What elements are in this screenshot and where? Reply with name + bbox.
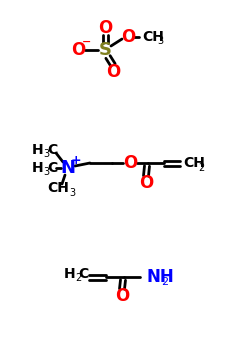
- Text: O: O: [139, 174, 153, 192]
- Text: CH: CH: [183, 156, 205, 170]
- Text: 2: 2: [161, 277, 168, 287]
- Text: O: O: [123, 154, 137, 172]
- Text: 2: 2: [198, 163, 204, 173]
- Text: O: O: [106, 63, 120, 81]
- Text: +: +: [71, 154, 81, 167]
- Text: O: O: [71, 41, 85, 59]
- Text: C: C: [47, 161, 57, 175]
- Text: H: H: [32, 161, 44, 175]
- Text: 3: 3: [43, 167, 49, 177]
- Text: N: N: [60, 159, 76, 177]
- Text: O: O: [115, 287, 129, 305]
- Text: C: C: [78, 267, 88, 281]
- Text: H: H: [32, 143, 44, 157]
- Text: 3: 3: [157, 36, 163, 46]
- Text: H: H: [64, 267, 76, 281]
- Text: C: C: [47, 143, 57, 157]
- Text: CH: CH: [142, 30, 164, 44]
- Text: CH: CH: [47, 181, 69, 195]
- Text: −: −: [82, 37, 92, 47]
- Text: 2: 2: [75, 273, 81, 283]
- Text: O: O: [98, 19, 112, 37]
- Text: NH: NH: [146, 268, 174, 286]
- Text: S: S: [98, 41, 112, 59]
- Text: O: O: [121, 28, 135, 46]
- Text: 3: 3: [69, 188, 75, 198]
- Text: 3: 3: [43, 149, 49, 159]
